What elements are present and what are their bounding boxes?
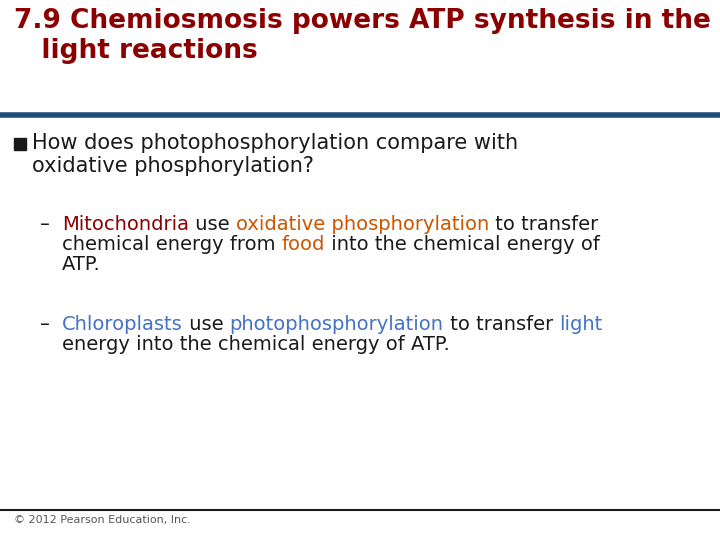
Text: –: – (40, 215, 50, 234)
Text: photophosphorylation: photophosphorylation (230, 315, 444, 334)
Text: to transfer: to transfer (489, 215, 598, 234)
Text: Chloroplasts: Chloroplasts (62, 315, 183, 334)
Text: oxidative phosphorylation: oxidative phosphorylation (236, 215, 489, 234)
Text: Mitochondria: Mitochondria (62, 215, 189, 234)
Text: 7.9 Chemiosmosis powers ATP synthesis in the
   light reactions: 7.9 Chemiosmosis powers ATP synthesis in… (14, 8, 711, 64)
Text: into the chemical energy of: into the chemical energy of (325, 235, 600, 254)
Text: © 2012 Pearson Education, Inc.: © 2012 Pearson Education, Inc. (14, 515, 191, 525)
Text: use: use (189, 215, 236, 234)
Text: to transfer: to transfer (444, 315, 559, 334)
Text: food: food (282, 235, 325, 254)
Text: –: – (40, 315, 50, 334)
Text: chemical energy from: chemical energy from (62, 235, 282, 254)
Text: energy into the chemical energy of ATP.: energy into the chemical energy of ATP. (62, 335, 450, 354)
Text: use: use (183, 315, 230, 334)
Text: How does photophosphorylation compare with
oxidative phosphorylation?: How does photophosphorylation compare wi… (32, 133, 518, 176)
Text: ATP.: ATP. (62, 255, 101, 274)
Text: light: light (559, 315, 603, 334)
